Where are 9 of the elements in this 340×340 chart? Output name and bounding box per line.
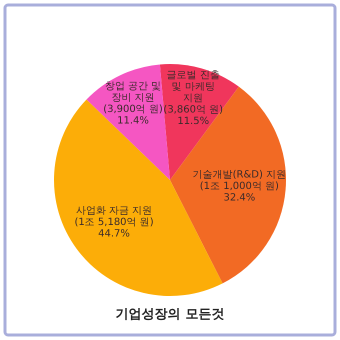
slice-label: 사업화 자금 지원 (1조 5,180억 원) xyxy=(74,205,154,228)
data-label: 32.4% xyxy=(223,192,256,204)
slice-label: 창업 공간 및 장비 지원 (3,900억 원) xyxy=(103,80,163,115)
slice-label: 글로벌 진출 및 마케팅 지원 (3,860억 원) xyxy=(163,70,224,116)
text: 기업성장의 모든것 xyxy=(116,307,224,322)
data-label: 44.7% xyxy=(98,228,130,240)
data-label: 11.5% xyxy=(177,116,210,127)
slice-label: 기술개발(R&D) 지원 (1조 1,000억 원) xyxy=(192,170,286,192)
data-label: 11.4% xyxy=(117,115,149,126)
